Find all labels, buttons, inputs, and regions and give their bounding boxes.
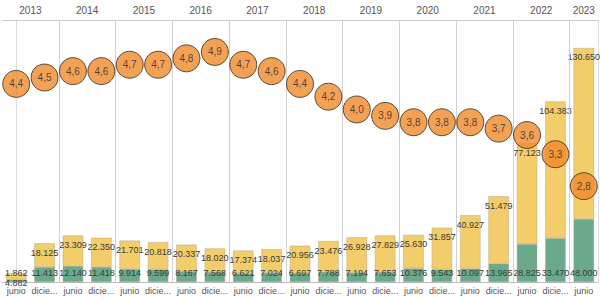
svg-text:2016: 2016 [190,5,213,16]
svg-text:18.020: 18.020 [201,253,229,263]
svg-text:2018: 2018 [303,5,326,16]
svg-text:12.140: 12.140 [59,268,87,278]
svg-text:4,0: 4,0 [350,104,364,115]
svg-text:junio: junio [233,286,253,296]
svg-text:2019: 2019 [360,5,383,16]
svg-text:3,8: 3,8 [407,117,421,128]
svg-text:dicie...: dicie... [372,286,398,296]
svg-text:4,9: 4,9 [208,46,222,57]
svg-text:2017: 2017 [246,5,269,16]
svg-text:4,2: 4,2 [321,91,335,102]
svg-text:28.825: 28.825 [513,268,541,278]
svg-text:2015: 2015 [133,5,156,16]
svg-text:17.374: 17.374 [229,255,257,265]
svg-text:18.125: 18.125 [31,248,59,258]
svg-text:7.024: 7.024 [260,268,283,278]
svg-text:2023: 2023 [573,5,596,16]
svg-text:51.479: 51.479 [485,201,513,211]
svg-text:dicie...: dicie... [202,286,228,296]
svg-text:3,3: 3,3 [548,149,562,160]
svg-text:22.350: 22.350 [88,242,116,252]
svg-text:7.194: 7.194 [345,268,368,278]
svg-text:4,6: 4,6 [66,66,80,77]
svg-text:junio: junio [517,286,537,296]
svg-text:33.470: 33.470 [542,268,570,278]
svg-text:31.857: 31.857 [428,232,456,242]
svg-text:3,9: 3,9 [378,110,392,121]
svg-text:4,6: 4,6 [94,66,108,77]
svg-text:junio: junio [119,286,139,296]
svg-text:2020: 2020 [417,5,440,16]
svg-text:4,7: 4,7 [123,59,137,70]
svg-text:2,8: 2,8 [577,181,591,192]
svg-text:8.167: 8.167 [175,268,198,278]
svg-text:104.383: 104.383 [539,106,572,116]
svg-text:junio: junio [289,286,309,296]
svg-text:4,7: 4,7 [151,59,165,70]
svg-text:2014: 2014 [76,5,99,16]
svg-text:4,6: 4,6 [265,66,279,77]
svg-text:dicie...: dicie... [88,286,114,296]
svg-text:dicie...: dicie... [429,286,455,296]
svg-text:6.697: 6.697 [289,268,312,278]
svg-text:13.965: 13.965 [485,268,513,278]
svg-text:junio: junio [346,286,366,296]
svg-text:4.882: 4.882 [5,278,28,288]
svg-text:2021: 2021 [473,5,496,16]
svg-text:4,7: 4,7 [236,59,250,70]
svg-text:dicie...: dicie... [315,286,341,296]
svg-text:junio: junio [6,285,26,296]
svg-text:1.862: 1.862 [5,268,28,278]
svg-text:dicie...: dicie... [32,286,58,296]
svg-text:7.788: 7.788 [317,268,340,278]
svg-text:dicie...: dicie... [542,286,568,296]
svg-text:dicie...: dicie... [259,286,285,296]
svg-text:4,4: 4,4 [9,78,23,89]
svg-text:dicie...: dicie... [486,286,512,296]
svg-text:3,8: 3,8 [435,117,449,128]
svg-text:23.476: 23.476 [315,246,343,256]
svg-text:130.650: 130.650 [568,52,600,62]
svg-text:2022: 2022 [530,5,553,16]
svg-text:18.037: 18.037 [258,254,286,264]
svg-text:48.000: 48.000 [570,268,598,278]
svg-text:77.123: 77.123 [513,148,541,158]
svg-text:11.418: 11.418 [88,268,115,278]
svg-text:junio: junio [460,286,480,296]
svg-text:junio: junio [62,286,82,296]
svg-text:3,7: 3,7 [492,123,506,134]
svg-text:10.376: 10.376 [400,268,428,278]
svg-text:27.829: 27.829 [371,240,399,250]
svg-text:4,8: 4,8 [180,53,194,64]
svg-text:2013: 2013 [19,5,42,16]
svg-text:junio: junio [176,286,196,296]
svg-text:4,4: 4,4 [293,78,307,89]
svg-text:9.543: 9.543 [431,268,454,278]
svg-text:26.928: 26.928 [343,242,371,252]
svg-text:20.337: 20.337 [173,249,201,259]
svg-text:23.309: 23.309 [59,240,87,250]
svg-text:9.914: 9.914 [118,268,141,278]
svg-text:7.653: 7.653 [374,268,397,278]
svg-text:dicie...: dicie... [145,286,171,296]
svg-text:21.701: 21.701 [116,245,144,255]
svg-text:junio: junio [403,286,423,296]
svg-text:20.956: 20.956 [286,250,314,260]
svg-text:4,5: 4,5 [38,72,52,83]
svg-text:junio: junio [573,286,593,296]
svg-text:6.621: 6.621 [232,268,255,278]
svg-text:3,8: 3,8 [463,117,477,128]
svg-text:40.927: 40.927 [457,220,485,230]
svg-text:9.599: 9.599 [147,268,170,278]
svg-text:3,6: 3,6 [520,130,534,141]
svg-text:11.413: 11.413 [31,268,58,278]
svg-text:10.097: 10.097 [457,268,485,278]
svg-text:25.630: 25.630 [400,239,428,249]
svg-text:7.568: 7.568 [204,268,227,278]
svg-text:20.818: 20.818 [144,247,172,257]
